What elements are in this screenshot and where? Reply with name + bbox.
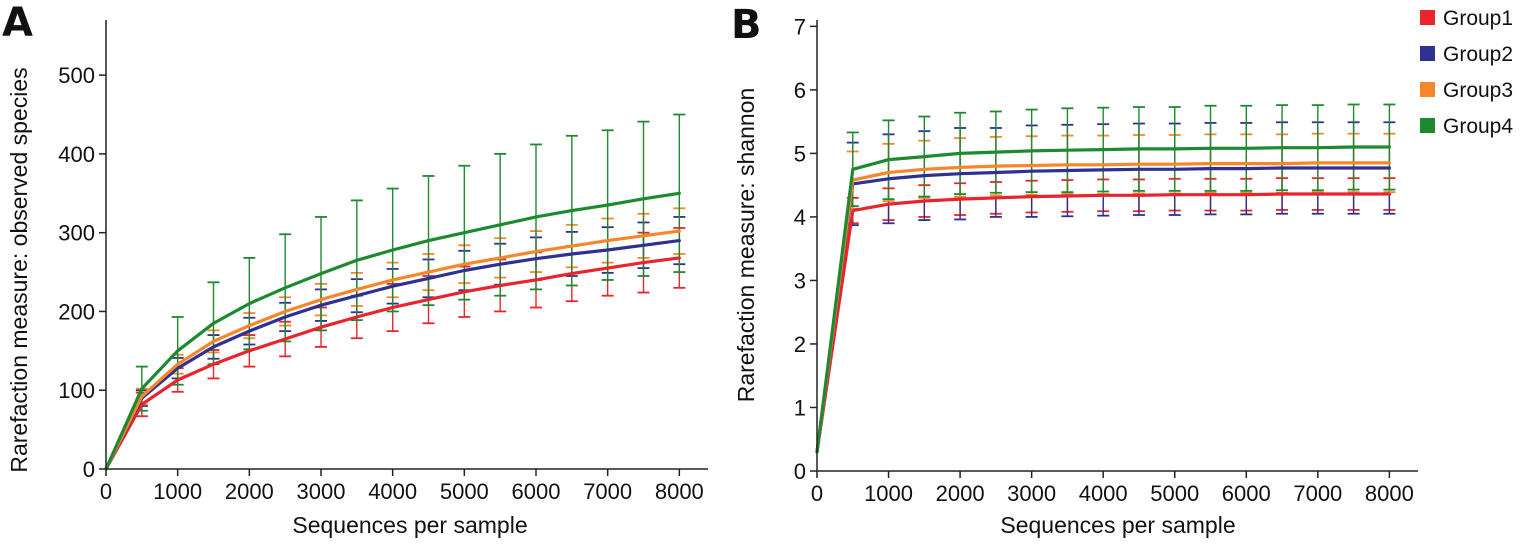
panel-b-x-tick-label: 4000 [1079, 481, 1128, 506]
panel-b-x-tick-label: 5000 [1150, 481, 1199, 506]
panel-b-y-tick-label: 0 [794, 459, 806, 484]
panel-a-x-axis-title: Sequences per sample [292, 512, 527, 538]
panel-b-line-group2 [815, 166, 1392, 454]
legend-swatch-group4 [1420, 118, 1435, 133]
panel-b-chart: 0 1 2 3 4 5 6 7 0 1000 2000 3000 4000 5000 6000 7000 800… [733, 14, 1418, 538]
legend-label-group4: Group4 [1443, 115, 1513, 138]
panel-a-x-tick-label: 2000 [225, 479, 274, 504]
panel-b-y-tick-label: 4 [794, 205, 806, 230]
panel-a-x-tick-label: 6000 [512, 479, 561, 504]
panel-b-line-group1 [815, 192, 1392, 454]
panel-b-x-tick-label: 1000 [864, 481, 913, 506]
panel-a-y-tick-label: 300 [58, 221, 95, 246]
panel-a-x-tick-label: 5000 [440, 479, 489, 504]
panel-a-y-tick-label: 500 [58, 63, 95, 88]
panel-b-x-tick-label: 6000 [1222, 481, 1271, 506]
panel-a-y-tick-label: 0 [83, 457, 95, 482]
legend-label-group3: Group3 [1443, 79, 1513, 102]
legend-swatch-group3 [1420, 82, 1435, 97]
panel-b-y-tick-label: 6 [794, 78, 806, 103]
legend-swatch-group2 [1420, 46, 1435, 61]
panel-a-x-tick-label: 7000 [583, 479, 632, 504]
panel-letter-b: B [731, 2, 762, 48]
panel-b-y-tick-label: 1 [794, 395, 806, 420]
legend-item-group4: Group4 [1420, 115, 1513, 138]
panel-a-y-tick-label: 200 [58, 299, 95, 324]
panel-a-x-tick-label: 3000 [297, 479, 346, 504]
panel-b-y-axis-title: Rarefaction measure: shannon [733, 88, 759, 403]
legend-swatch-group1 [1420, 10, 1435, 25]
panel-b-line-group4 [815, 145, 1392, 454]
panel-b-line-group3 [815, 161, 1392, 454]
panel-letter-a: A [2, 0, 33, 46]
panel-b-y-tick-label: 5 [794, 141, 806, 166]
panel-a-line-group1 [104, 256, 681, 471]
panel-a-line-group3 [104, 229, 681, 471]
legend-item-group2: Group2 [1420, 43, 1513, 66]
panel-b-x-tick-label: 2000 [936, 481, 985, 506]
legend: Group1 Group2 Group3 Group4 [1420, 7, 1513, 138]
panel-a-line-group4 [104, 191, 681, 471]
panel-a-x-tick-label: 0 [100, 479, 112, 504]
panel-a-x-tick-label: 8000 [655, 479, 704, 504]
panel-b-y-tick-label: 2 [794, 332, 806, 357]
legend-label-group1: Group1 [1443, 7, 1513, 30]
panel-a-x-tick-label: 4000 [368, 479, 417, 504]
panel-b-x-tick-label: 3000 [1007, 481, 1056, 506]
panel-b-x-tick-label: 8000 [1365, 481, 1414, 506]
legend-item-group1: Group1 [1420, 7, 1513, 30]
panel-b-x-tick-label: 7000 [1293, 481, 1342, 506]
panel-b-y-tick-label: 7 [794, 14, 806, 39]
panel-a-y-axis-title: Rarefaction measure: observed species [6, 67, 32, 472]
panel-a-line-group2 [104, 239, 681, 471]
panel-a-x-tick-label: 1000 [153, 479, 202, 504]
panel-a-y-tick-label: 100 [58, 378, 95, 403]
panel-b-y-tick-label: 3 [794, 268, 806, 293]
panel-b-x-tick-label: 0 [811, 481, 823, 506]
legend-item-group3: Group3 [1420, 79, 1513, 102]
panel-b-x-axis-title: Sequences per sample [1000, 512, 1235, 538]
legend-label-group2: Group2 [1443, 43, 1513, 66]
panel-a-y-tick-label: 400 [58, 142, 95, 167]
